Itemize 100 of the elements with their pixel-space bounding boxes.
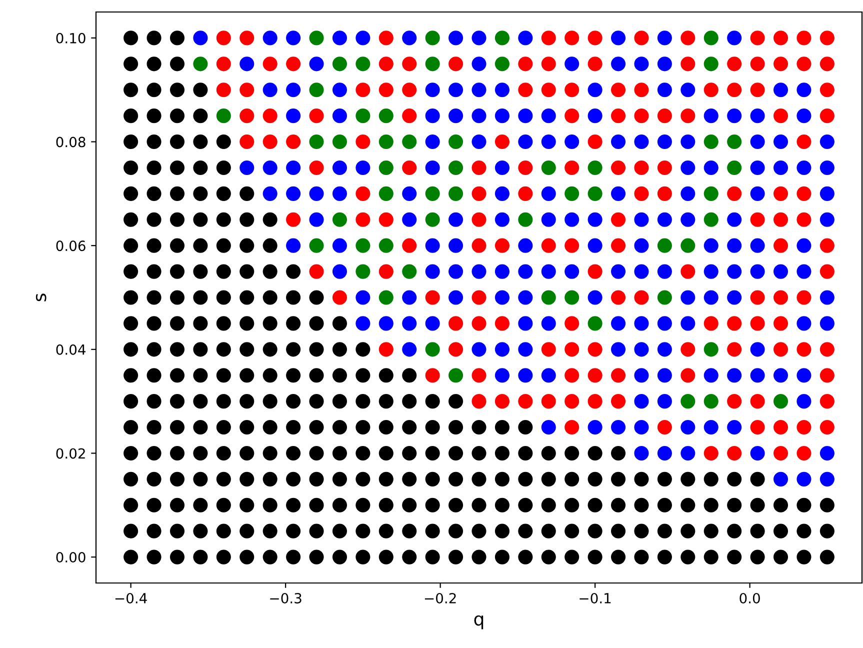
point [378,550,394,564]
point [146,394,162,409]
point [541,524,556,538]
point [425,524,440,538]
point [820,82,834,98]
point [240,368,254,383]
point [448,524,464,538]
point [727,524,742,538]
point [309,212,324,227]
point [727,238,742,253]
point [680,56,696,72]
point [356,160,370,176]
point [425,56,440,72]
point [680,524,696,538]
point [193,498,208,512]
point [704,186,718,201]
point [286,238,301,253]
point [564,134,580,150]
point [332,134,348,150]
point [657,550,672,564]
point [588,160,602,176]
point [286,186,301,201]
point [286,108,301,124]
point [796,108,812,124]
point [146,342,162,357]
point [193,550,208,564]
point [588,186,602,201]
point [332,238,348,253]
point [146,498,162,512]
point [309,420,324,435]
point [657,524,672,538]
point [402,498,417,512]
point [634,498,649,512]
point [750,160,765,176]
point [262,186,278,201]
point [541,316,556,331]
point [309,342,324,357]
y-tick-label: 0.00 [56,552,86,563]
point [170,550,185,564]
point [332,550,348,564]
point [588,238,602,253]
point [634,316,649,331]
point [541,264,556,279]
point [564,290,580,305]
point [541,498,556,512]
point [309,472,324,486]
point [634,212,649,227]
point [425,134,440,150]
point [425,30,440,46]
point [309,368,324,383]
point [356,472,370,486]
point [518,238,533,253]
point [494,472,510,486]
point [634,524,649,538]
point [564,186,580,201]
point [356,550,370,564]
point [425,316,440,331]
point [704,108,718,124]
point [634,82,649,98]
point [588,212,602,227]
x-tick-label: −0.4 [115,592,147,604]
point [262,342,278,357]
point [356,394,370,409]
point [448,368,464,383]
point [472,524,486,538]
point [193,420,208,435]
point [124,368,138,383]
point [378,446,394,461]
point [494,108,510,124]
point [332,160,348,176]
point [657,290,672,305]
point [704,290,718,305]
point [309,186,324,201]
point [262,160,278,176]
point [240,446,254,461]
point [402,368,417,383]
point [541,82,556,98]
point [356,290,370,305]
point [286,56,301,72]
point [402,550,417,564]
point [448,394,464,409]
point [704,134,718,150]
point [402,394,417,409]
point [773,524,788,538]
point [402,446,417,461]
point [332,56,348,72]
point [170,342,185,357]
point [262,446,278,461]
point [146,368,162,383]
point [564,446,580,461]
point [796,550,812,564]
point [494,550,510,564]
point [332,394,348,409]
point [286,342,301,357]
point [541,160,556,176]
point [796,264,812,279]
point [610,134,626,150]
point [704,82,718,98]
point [356,56,370,72]
point [425,264,440,279]
